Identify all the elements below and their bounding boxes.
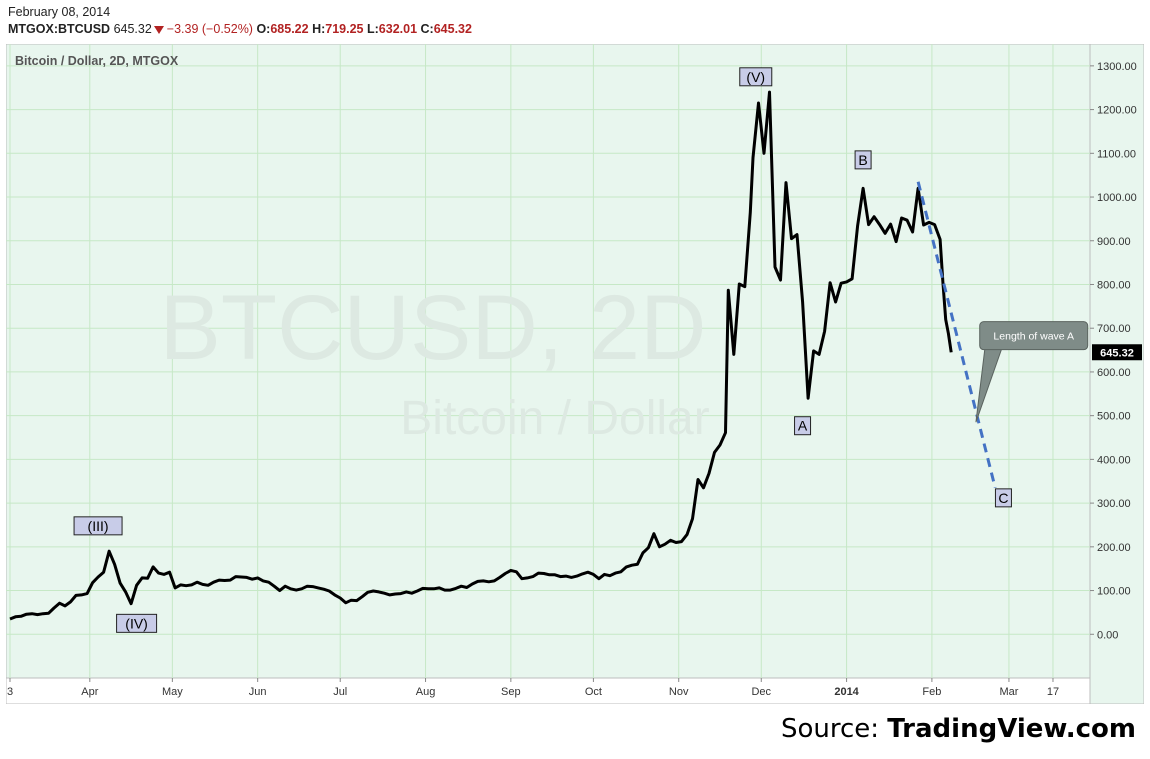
price-line	[9, 90, 953, 621]
x-tick-label: Aug	[416, 686, 436, 698]
y-tick-label: 500.00	[1097, 411, 1131, 423]
wave-label-box	[854, 150, 872, 170]
x-tick-label: Jul	[333, 686, 347, 698]
y-tick-label: 0.00	[1097, 629, 1118, 641]
y-tick-label: 800.00	[1097, 279, 1131, 291]
x-tick-label: Sep	[501, 686, 521, 698]
chart-date: February 08, 2014	[8, 5, 111, 19]
high-value: 719.25	[325, 22, 364, 36]
source-credit: Source: TradingView.com	[781, 714, 1136, 744]
wave-labels: (III) (IV) (V) A B C	[73, 67, 1012, 633]
open-value: 685.22	[270, 22, 309, 36]
down-arrow-icon	[153, 25, 164, 34]
x-axis-ticks: 3 Apr May Jun Jul Aug Sep Oct Nov Dec 2014 Feb Mar 17	[7, 678, 1059, 698]
plot-area[interactable]	[5, 43, 1091, 679]
price-axis[interactable]	[1089, 43, 1145, 705]
close-value: 645.32	[433, 22, 472, 36]
y-tick-label: 600.00	[1097, 367, 1131, 379]
watermark-symbol: BTCUSD, 2D	[160, 277, 707, 379]
high-label: H:	[312, 22, 326, 36]
symbol: MTGOX:BTCUSD	[8, 22, 111, 36]
wave-label-box	[994, 488, 1012, 508]
low-value: 632.01	[378, 22, 418, 36]
wave-label-box	[794, 416, 812, 436]
y-tick-label: 100.00	[1097, 586, 1131, 598]
wave-label-box	[739, 67, 773, 87]
y-tick-label: 1100.00	[1097, 148, 1136, 160]
x-tick-label: Apr	[81, 686, 98, 698]
last-price-marker: 645.32	[1092, 344, 1142, 361]
chart-container[interactable]: BTCUSD, 2D Bitcoin / Dollar Bitcoin / Do…	[5, 43, 1145, 705]
y-tick-label: 1300.00	[1097, 61, 1137, 73]
wave-label: (III)	[88, 518, 109, 534]
x-tick-label: 17	[1047, 686, 1059, 698]
last-price: 645.32	[113, 22, 152, 36]
last-price-box	[1092, 344, 1142, 361]
close-label: C:	[420, 22, 434, 36]
price-chart[interactable]: BTCUSD, 2D Bitcoin / Dollar Bitcoin / Do…	[5, 43, 1145, 705]
x-tick-label: Dec	[751, 686, 771, 698]
price-change: −3.39 (−0.52%)	[166, 22, 253, 36]
last-price-label: 645.32	[1100, 347, 1134, 359]
wave-label-box	[73, 516, 123, 536]
x-tick-label: 2014	[834, 686, 859, 698]
x-tick-label: Feb	[922, 686, 941, 698]
y-tick-label: 1000.00	[1097, 192, 1137, 204]
wave-label-box	[116, 613, 158, 633]
open-label: O:	[256, 22, 271, 36]
grid	[6, 44, 1090, 678]
wave-label: B	[858, 152, 867, 168]
x-tick-label: Mar	[999, 686, 1018, 698]
wave-label: C	[998, 490, 1008, 506]
wave-label: (IV)	[125, 615, 148, 631]
y-tick-label: 200.00	[1097, 542, 1131, 554]
source-prefix: Source:	[780, 714, 888, 744]
x-tick-label: May	[162, 686, 183, 698]
y-tick-label: 300.00	[1097, 498, 1131, 510]
wave-a-callout: Length of wave A	[975, 321, 1089, 423]
y-tick-label: 400.00	[1097, 454, 1131, 466]
x-tick-label: Jun	[249, 686, 267, 698]
low-label: L:	[366, 22, 379, 36]
y-axis-ticks: 0.00 100.00 200.00 300.00 400.00 500.00 600.00…	[1090, 61, 1137, 641]
quote-bar: MTGOX:BTCUSD 645.32 −3.39 (−0.52%) O:685.…	[8, 22, 472, 36]
x-tick-label: Nov	[669, 686, 689, 698]
time-axis[interactable]	[5, 677, 1091, 705]
chart-title: Bitcoin / Dollar, 2D, MTGOX	[15, 54, 179, 68]
wave-label: (V)	[746, 69, 765, 85]
x-tick-label: Oct	[585, 686, 602, 698]
y-tick-label: 1200.00	[1097, 105, 1137, 117]
callout-box	[979, 321, 1089, 351]
y-tick-label: 900.00	[1097, 236, 1131, 248]
watermark-name: Bitcoin / Dollar	[400, 392, 709, 445]
callout-text: Length of wave A	[993, 331, 1074, 343]
wave-c-projection	[916, 181, 997, 489]
x-tick-label: 3	[7, 686, 13, 698]
wave-label: A	[798, 418, 808, 434]
y-tick-label: 700.00	[1097, 323, 1131, 335]
source-brand: TradingView.com	[887, 714, 1136, 744]
